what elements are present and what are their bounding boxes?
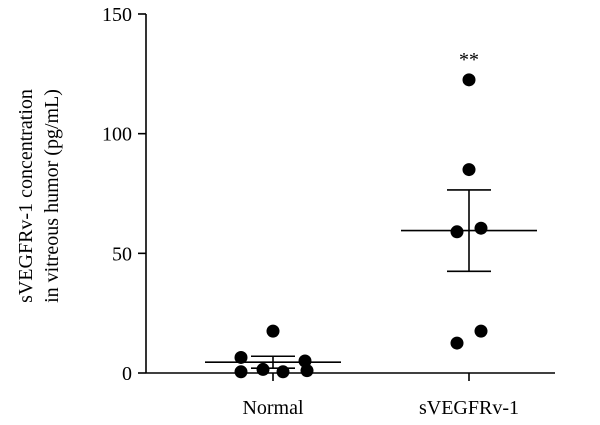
y-axis-title-line-1: sVEGFRv-1 concentration	[15, 89, 37, 303]
y-tick-label-1: 50	[112, 243, 132, 265]
data-point-1-1	[462, 163, 476, 177]
y-tick-label-0: 0	[122, 363, 132, 385]
chart-marks: 0 50 100 150 Normal sVEGFRv-1 **	[102, 4, 537, 419]
significance-label-0: **	[459, 49, 479, 71]
data-point-0-0	[266, 324, 280, 338]
data-point-1-4	[474, 324, 488, 338]
y-axis-title: sVEGFRv-1 concentration in vitreous humo…	[15, 89, 63, 303]
x-tick-label-1: sVEGFRv-1	[419, 397, 519, 419]
y-tick-label-2: 100	[102, 124, 132, 146]
data-point-1-3	[450, 225, 464, 239]
data-point-1-5	[450, 336, 464, 350]
data-point-0-3	[234, 365, 248, 379]
x-tick-label-0: Normal	[242, 397, 304, 419]
data-point-0-1	[234, 350, 248, 364]
y-tick-label-3: 150	[102, 4, 132, 26]
y-axis-title-line-2: in vitreous humor (pg/mL)	[41, 89, 63, 303]
data-point-1-0	[462, 73, 476, 87]
data-point-0-5	[276, 365, 290, 379]
data-point-0-6	[300, 364, 314, 378]
data-point-0-4	[256, 362, 270, 376]
data-point-1-2	[474, 221, 488, 235]
